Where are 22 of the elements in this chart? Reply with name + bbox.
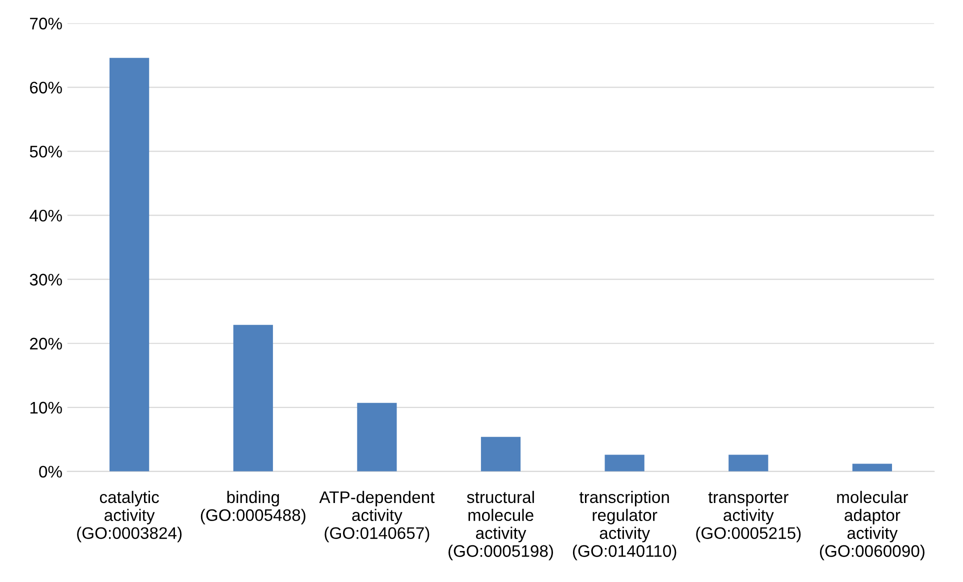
x-tick-label: transporter activity (GO:0005215) [696, 492, 801, 542]
y-tick-label: 40% [30, 210, 62, 222]
x-tick-label: molecular adaptor activity (GO:0060090) [820, 490, 924, 560]
y-tick-label: 30% [30, 274, 62, 286]
y-tick-label: 70% [30, 18, 62, 30]
bar [110, 58, 150, 472]
bar [480, 436, 521, 472]
y-tick-label: 0% [39, 466, 62, 478]
y-tick-label: 60% [30, 82, 62, 94]
bar [728, 454, 768, 472]
bar [852, 464, 892, 472]
y-tick-label: 10% [30, 402, 62, 414]
bar [604, 454, 644, 472]
bar [357, 402, 397, 472]
y-tick-label: 50% [30, 146, 62, 158]
x-tick-label: binding (GO:0005488) [200, 490, 306, 524]
x-tick-label: catalytic activity (GO:0003824) [77, 490, 182, 542]
x-tick-label: transcription regulator activity (GO:0140110) [572, 490, 676, 560]
x-tick-label: structural molecule activity (GO:0005198) [448, 490, 553, 560]
y-tick-label: 20% [30, 338, 62, 350]
x-tick-label: ATP-dependent activity (GO:0140657) [319, 490, 435, 542]
bar [233, 324, 273, 472]
